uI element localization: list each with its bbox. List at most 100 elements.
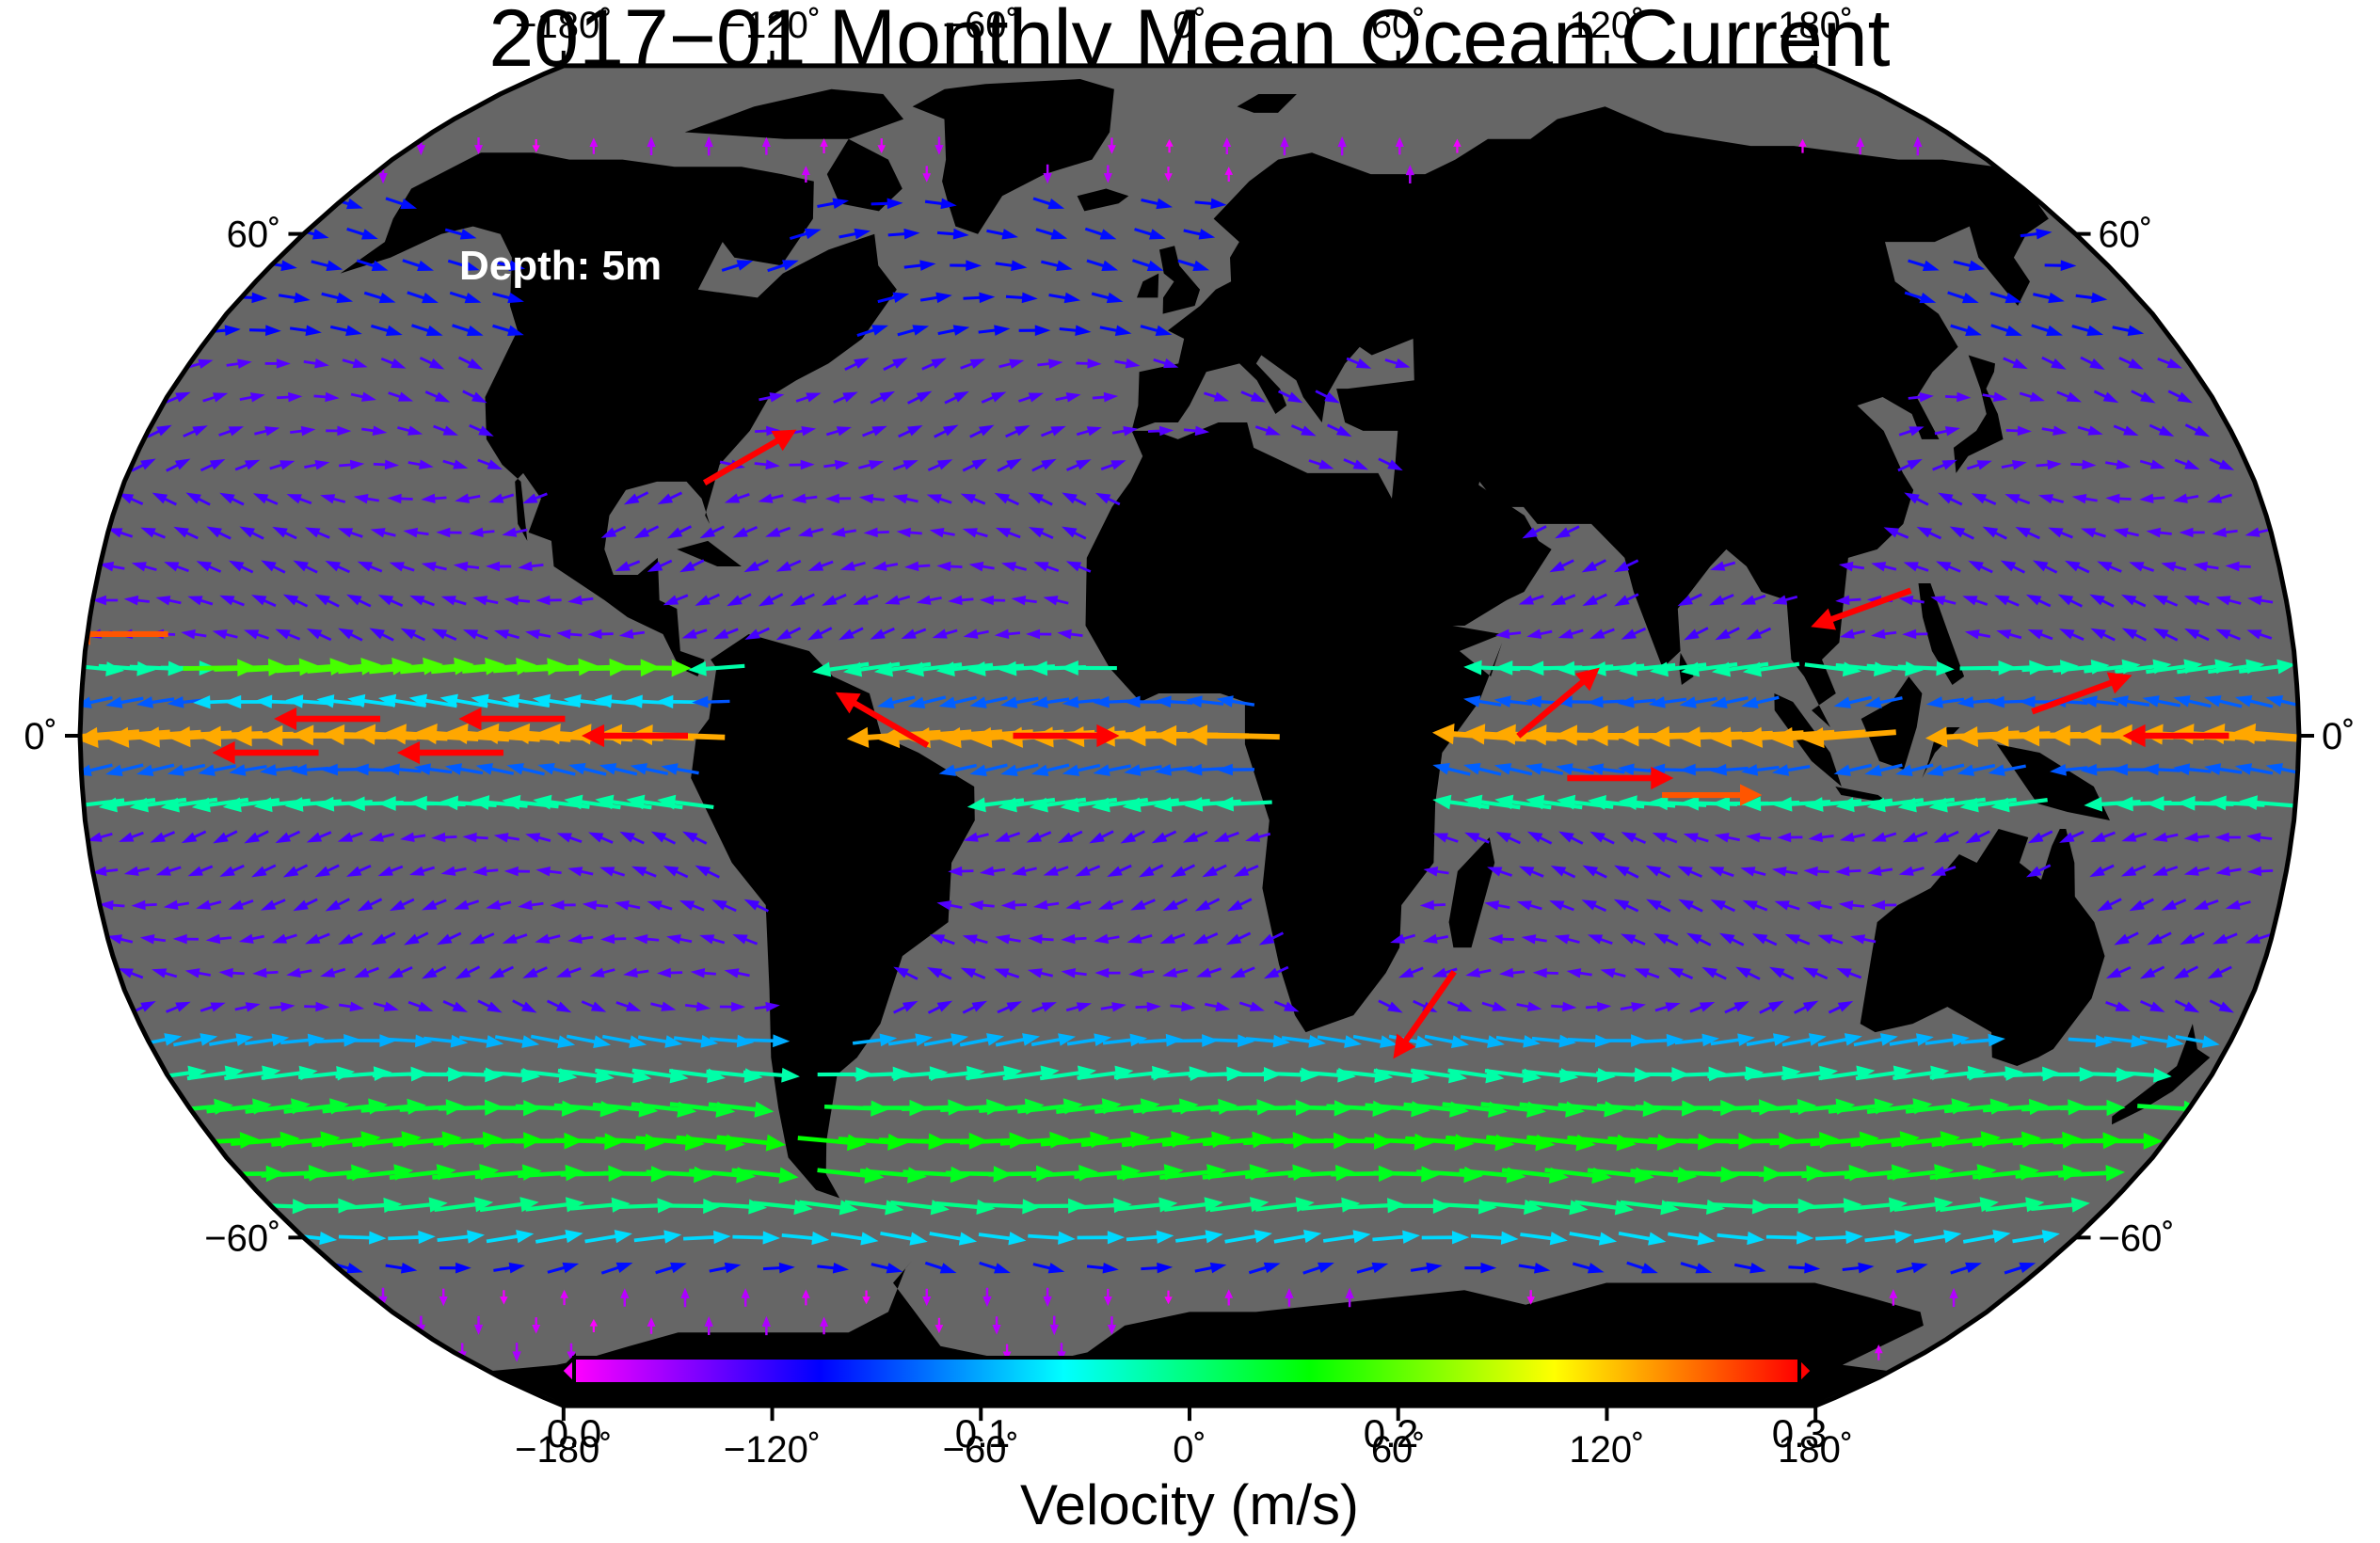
current-arrow	[979, 866, 1006, 877]
current-arrow	[356, 259, 389, 271]
current-arrow	[1688, 1132, 1758, 1150]
current-arrow	[325, 561, 351, 574]
current-arrow	[1908, 391, 1934, 403]
current-arrow	[2173, 493, 2199, 503]
current-arrow	[1835, 595, 1861, 606]
current-arrow	[123, 595, 150, 606]
current-arrow	[251, 1199, 311, 1215]
current-arrow	[844, 1200, 904, 1216]
current-arrow	[1715, 627, 1740, 641]
current-arrow	[2025, 594, 2052, 608]
current-arrow	[2167, 390, 2194, 404]
current-arrow	[1462, 695, 1502, 708]
current-arrow	[350, 391, 376, 402]
current-arrow	[852, 1033, 898, 1047]
current-arrow	[1488, 933, 1514, 945]
current-arrow	[1817, 1033, 1862, 1047]
current-arrow	[1710, 561, 1736, 571]
current-arrow	[2036, 459, 2062, 470]
current-arrow	[260, 899, 286, 911]
current-arrow	[409, 1067, 467, 1082]
current-arrow	[2090, 628, 2116, 642]
current-arrow	[275, 628, 301, 641]
current-arrow	[833, 391, 858, 404]
current-arrow	[1833, 695, 1873, 708]
current-arrow	[1589, 628, 1615, 640]
current-arrow	[2120, 594, 2147, 608]
current-arrow	[385, 1262, 418, 1274]
current-arrow	[1062, 492, 1087, 506]
lon-label-bottom: −60˚	[943, 1429, 1019, 1471]
current-arrow	[799, 1200, 859, 1216]
current-arrow	[416, 1315, 426, 1336]
current-arrow	[1711, 796, 1769, 811]
current-arrow	[1520, 1232, 1568, 1246]
current-arrow	[633, 933, 660, 945]
current-arrow	[1784, 933, 1811, 946]
current-arrow	[469, 527, 495, 538]
current-arrow	[439, 1288, 448, 1307]
current-arrow	[1155, 764, 1193, 776]
current-arrow	[1099, 325, 1132, 336]
current-arrow	[1118, 1197, 1178, 1213]
current-arrow	[476, 1100, 543, 1117]
current-arrow	[745, 1034, 791, 1048]
current-arrow	[1238, 1001, 1265, 1011]
current-arrow	[107, 528, 134, 538]
current-arrow	[1652, 833, 1678, 844]
current-arrow	[1033, 899, 1060, 911]
current-arrow	[1076, 426, 1102, 437]
current-arrow	[196, 561, 222, 573]
current-arrow	[196, 899, 222, 910]
current-arrow	[1903, 562, 1929, 572]
current-arrow	[252, 967, 279, 978]
current-arrow	[724, 968, 750, 978]
current-arrow	[1126, 1230, 1174, 1244]
current-arrow	[1895, 1262, 1928, 1274]
current-arrow	[1030, 1033, 1077, 1047]
current-arrow	[408, 795, 466, 811]
current-arrow	[107, 934, 134, 945]
current-arrow	[1002, 1344, 1012, 1361]
current-arrow	[1870, 899, 1897, 911]
current-arrow	[1569, 1232, 1618, 1246]
current-arrow	[657, 491, 683, 505]
current-arrow	[1188, 1066, 1245, 1082]
current-arrow	[205, 933, 232, 945]
current-arrow	[1139, 864, 1164, 878]
current-arrow	[346, 227, 378, 240]
current-arrow	[1225, 931, 1252, 946]
current-arrow	[887, 228, 920, 240]
greenland-land	[912, 79, 1114, 234]
current-arrow	[1741, 764, 1780, 776]
current-arrow	[363, 291, 396, 304]
current-arrow	[1686, 932, 1712, 946]
current-arrow	[377, 595, 404, 608]
current-arrow	[1048, 292, 1081, 304]
current-arrow	[927, 459, 953, 471]
current-arrow	[438, 1099, 504, 1116]
current-arrow	[853, 594, 879, 605]
current-arrow	[995, 260, 1028, 271]
current-arrow	[567, 595, 594, 606]
current-arrow	[754, 459, 780, 469]
current-arrow	[1107, 137, 1116, 154]
current-arrow	[1487, 867, 1512, 877]
current-arrow	[862, 1290, 871, 1305]
current-arrow	[1701, 966, 1727, 980]
current-arrow	[1798, 138, 1807, 153]
current-arrow	[2031, 672, 2132, 715]
current-arrow	[2152, 628, 2179, 642]
current-arrow	[123, 866, 150, 876]
current-arrow	[1672, 1166, 1740, 1184]
current-arrow	[2113, 528, 2139, 538]
current-arrow	[817, 1067, 874, 1082]
current-arrow	[982, 1199, 1041, 1215]
current-arrow	[708, 1101, 775, 1118]
current-arrow	[1850, 934, 1877, 945]
current-arrow	[1938, 492, 1963, 506]
current-arrow	[1498, 967, 1525, 978]
current-arrow	[968, 561, 995, 572]
current-arrow	[2234, 763, 2274, 775]
current-arrow	[838, 1133, 908, 1151]
